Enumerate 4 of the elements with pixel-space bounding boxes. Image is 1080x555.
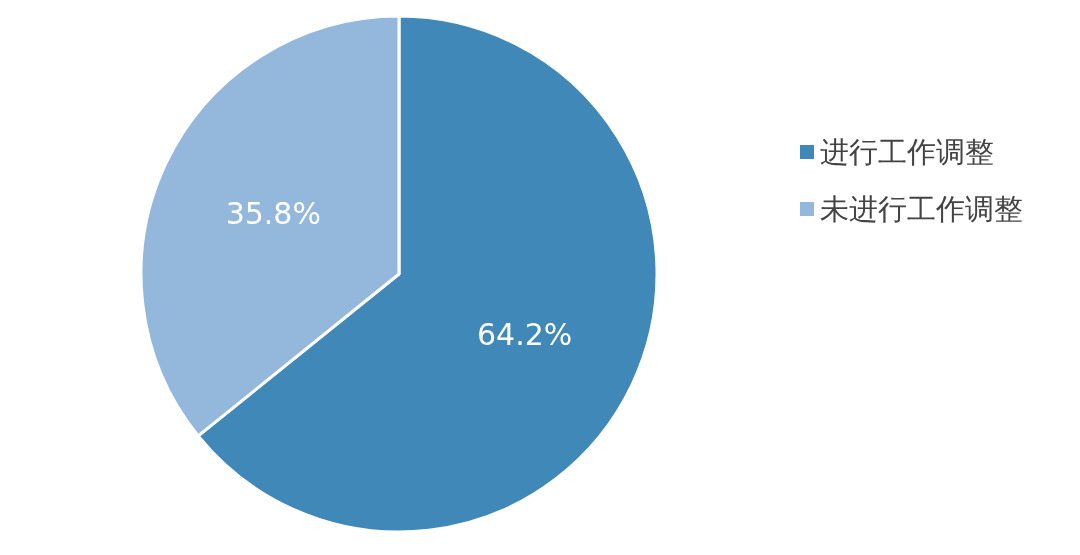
- data-label: 64.2%: [477, 316, 573, 352]
- legend-label: 未进行工作调整: [820, 192, 1023, 226]
- data-label: 35.8%: [225, 196, 321, 232]
- legend-label: 进行工作调整: [820, 135, 994, 169]
